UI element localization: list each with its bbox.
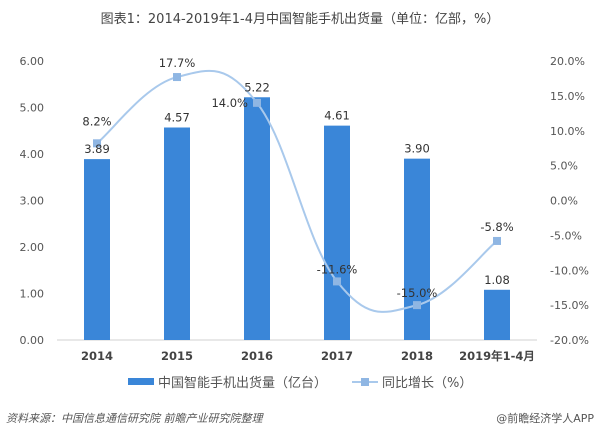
- bar-label: 5.22: [244, 80, 270, 94]
- bar: [484, 289, 510, 340]
- x-tick: 2014: [81, 349, 113, 363]
- line-label: -15.0%: [397, 286, 438, 300]
- bar-label: 4.57: [164, 110, 190, 124]
- y-left-tick: 2.00: [20, 241, 45, 254]
- bar-label: 4.61: [324, 109, 350, 123]
- bar: [404, 158, 430, 340]
- bar: [84, 159, 110, 340]
- bar: [244, 97, 270, 341]
- line-label: 8.2%: [82, 114, 111, 128]
- y-right-tick: 10.0%: [550, 125, 585, 138]
- y-left-tick: 4.00: [20, 148, 45, 161]
- growth-marker: [413, 301, 421, 310]
- bar-label: 3.90: [404, 142, 430, 156]
- legend-bar-label: 中国智能手机出货量（亿台）: [158, 375, 327, 391]
- y-right-tick: -20.0%: [550, 334, 589, 347]
- growth-marker: [333, 277, 341, 286]
- chart-title: 图表1：2014-2019年1-4月中国智能手机出货量（单位：亿部，%）: [100, 12, 500, 27]
- x-tick: 2018: [401, 349, 433, 363]
- y-right-tick: -15.0%: [550, 299, 589, 312]
- legend-line-marker: [361, 378, 369, 386]
- legend-line-label: 同比增长（%）: [382, 376, 472, 391]
- growth-line: [96, 69, 498, 313]
- x-tick: 2015: [161, 349, 193, 363]
- line-label: -11.6%: [317, 262, 358, 276]
- x-tick: 2017: [321, 349, 353, 363]
- growth-marker: [173, 73, 181, 82]
- bar: [324, 125, 350, 340]
- y-right-tick: -5.0%: [550, 229, 582, 242]
- line-label: 17.7%: [159, 56, 196, 70]
- y-right-tick: -10.0%: [550, 264, 589, 277]
- credit-note: @前瞻经济学人APP: [496, 412, 594, 425]
- y-right-tick: 20.0%: [550, 55, 585, 68]
- growth-marker: [253, 98, 261, 107]
- y-right-tick: 5.0%: [550, 160, 578, 173]
- bar: [164, 127, 190, 341]
- line-label: -5.8%: [480, 220, 513, 234]
- bar-label: 3.89: [84, 142, 110, 156]
- bar-label: 1.08: [484, 273, 510, 287]
- growth-marker: [493, 236, 501, 245]
- y-left-tick: 5.00: [20, 102, 45, 115]
- y-left-tick: 6.00: [20, 55, 45, 68]
- y-right-tick: 0.0%: [550, 195, 578, 208]
- y-right-tick: 15.0%: [550, 90, 585, 103]
- y-left-tick: 3.00: [20, 195, 45, 208]
- y-left-tick: 1.00: [20, 288, 45, 301]
- legend-bar-swatch: [128, 378, 154, 385]
- y-left-tick: 0.00: [20, 334, 45, 347]
- growth-marker: [93, 139, 101, 148]
- line-label: 14.0%: [211, 96, 248, 110]
- x-tick: 2016: [241, 349, 273, 363]
- source-note: 资料来源：中国信息通信研究院 前瞻产业研究院整理: [6, 412, 263, 425]
- x-tick: 2019年1-4月: [459, 349, 535, 363]
